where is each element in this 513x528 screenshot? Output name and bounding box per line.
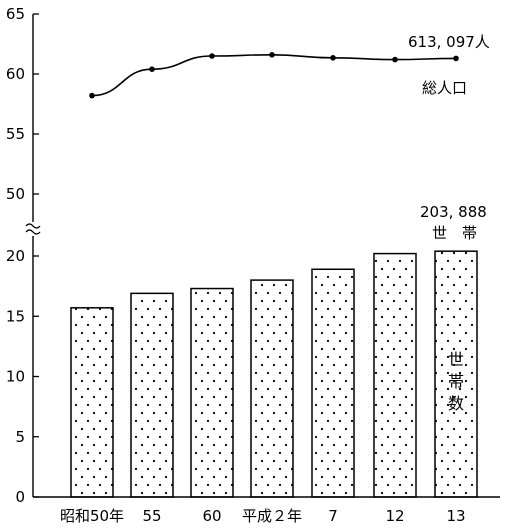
x-tick-label: 60 bbox=[202, 507, 221, 525]
x-tick-label: 7 bbox=[328, 507, 338, 525]
households-bar-label-char: 数 bbox=[448, 394, 464, 413]
population-point bbox=[392, 56, 398, 63]
population-end-label: 613, 097人 bbox=[408, 33, 490, 51]
x-axis-labels: 昭和50年 55 60 平成２年 7 12 13 bbox=[60, 507, 466, 525]
population-point bbox=[209, 53, 215, 59]
y-axis: 0 5 10 15 20 50 55 60 65 bbox=[6, 5, 500, 506]
households-top-label: 世 帯 bbox=[432, 224, 477, 242]
bar bbox=[130, 292, 174, 498]
bar-series bbox=[70, 250, 478, 498]
x-tick-label: 昭和50年 bbox=[60, 507, 124, 525]
population-point bbox=[453, 55, 459, 62]
bar bbox=[434, 250, 478, 498]
y-tick-label: 0 bbox=[15, 488, 25, 506]
bar bbox=[311, 268, 355, 498]
bar bbox=[373, 252, 417, 498]
population-point bbox=[89, 92, 95, 99]
axis-break-icon bbox=[25, 229, 41, 235]
y-tick-label: 65 bbox=[6, 5, 25, 23]
y-tick-label: 50 bbox=[6, 185, 25, 203]
axis-break-icon bbox=[25, 223, 41, 229]
line-series bbox=[89, 52, 459, 99]
x-tick-label: 平成２年 bbox=[242, 507, 302, 525]
y-tick-label: 20 bbox=[6, 247, 25, 265]
bar bbox=[70, 307, 114, 498]
bar bbox=[190, 287, 234, 498]
population-series-label: 総人口 bbox=[422, 79, 467, 97]
population-point bbox=[330, 55, 336, 61]
households-bar-label: 世帯数 bbox=[448, 350, 464, 413]
y-tick-label: 60 bbox=[6, 65, 25, 83]
x-tick-label: 55 bbox=[142, 507, 161, 525]
x-tick-label: 13 bbox=[446, 507, 465, 525]
households-bar-label-char: 世 bbox=[448, 350, 464, 369]
y-tick-label: 5 bbox=[15, 428, 25, 446]
x-tick-label: 12 bbox=[385, 507, 404, 525]
population-point bbox=[149, 66, 155, 72]
population-point bbox=[269, 52, 275, 58]
y-tick-label: 55 bbox=[6, 125, 25, 143]
population-line bbox=[91, 53, 457, 97]
households-bar-label-char: 帯 bbox=[448, 372, 464, 391]
y-tick-label: 10 bbox=[6, 368, 25, 386]
households-end-label: 203, 888 bbox=[420, 203, 487, 221]
y-tick-label: 15 bbox=[6, 307, 25, 325]
bar bbox=[250, 279, 294, 498]
